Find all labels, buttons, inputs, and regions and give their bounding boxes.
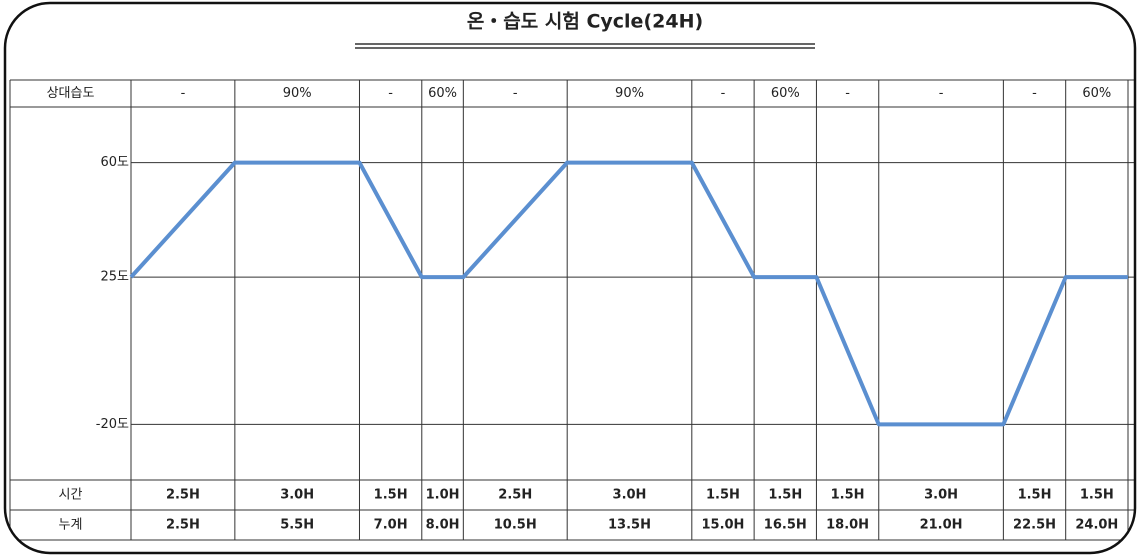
cell-text: 8.0H [426,518,460,533]
cell-text: 1.5H [1018,488,1052,503]
cell-text: 1.5H [374,488,408,503]
y-tick-label: -20도 [96,417,129,432]
cell-text: 3.0H [924,488,958,503]
cell-text: - [513,86,518,101]
y-tick-label: 25도 [100,270,129,285]
cell-text: 5.5H [280,518,314,533]
cell-text: - [388,86,393,101]
chart-title: 온・습도 시험 Cycle(24H) [467,11,703,33]
cell-text: 24.0H [1075,518,1118,533]
temperature-line [129,160,1128,427]
cell-text: 1.5H [831,488,865,503]
cell-text: 90% [615,86,644,101]
cell-text: 16.5H [764,518,807,533]
cell-text: 2.5H [166,518,200,533]
cell-text: - [721,86,726,101]
cell-text: 1.5H [706,488,740,503]
cell-text: - [939,86,944,101]
row-label: 시간 [59,488,83,503]
cell-text: 60% [1082,86,1111,101]
cell-text: 2.5H [498,488,532,503]
cell-text: 3.0H [613,488,647,503]
y-tick-label: 60도 [100,155,129,170]
cell-text: 13.5H [608,518,651,533]
cell-text: 3.0H [280,488,314,503]
cell-text: 10.5H [494,518,537,533]
cell-text: 7.0H [374,518,408,533]
cell-text: 1.5H [1080,488,1114,503]
cell-text: 18.0H [826,518,869,533]
row-label: 누계 [59,518,83,533]
cell-text: - [181,86,186,101]
cell-text: 21.0H [920,518,963,533]
cell-text: 22.5H [1013,518,1056,533]
cell-text: 60% [771,86,800,101]
cell-text: - [1032,86,1037,101]
cell-text: 1.5H [768,488,802,503]
cell-text: 60% [428,86,457,101]
cell-text: 2.5H [166,488,200,503]
cell-text: 15.0H [701,518,744,533]
row-label: 상대습도 [47,86,95,101]
frame [3,1,1137,555]
cell-text: - [845,86,850,101]
cell-text: 90% [283,86,312,101]
cell-text: 1.0H [426,488,460,503]
